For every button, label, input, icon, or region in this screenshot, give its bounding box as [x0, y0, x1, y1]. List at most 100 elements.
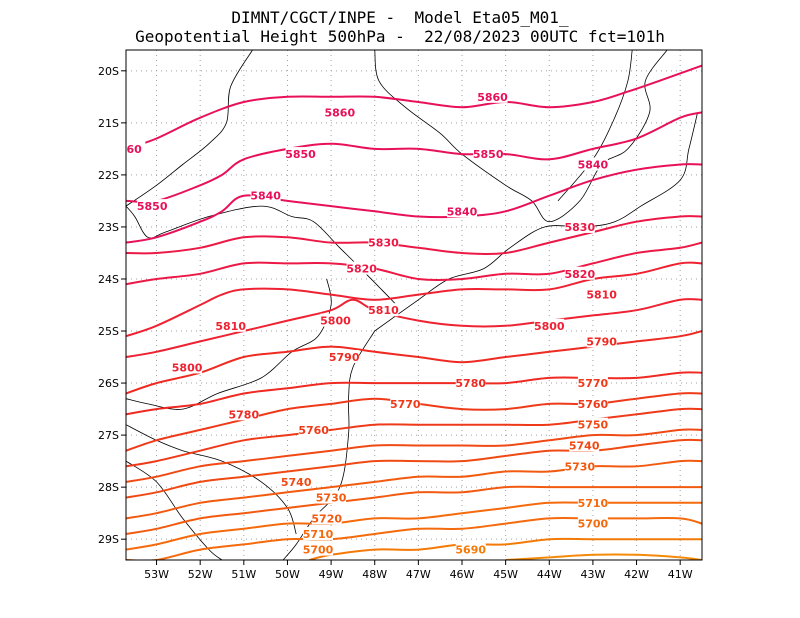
boundary-line	[126, 460, 223, 560]
contour-5680	[505, 553, 702, 560]
y-tick-label: 27S	[98, 429, 119, 442]
contour-label-bg	[311, 511, 342, 525]
x-tick-label: 51W	[231, 568, 256, 581]
x-tick-label: 49W	[319, 568, 344, 581]
contour-5820	[126, 241, 702, 286]
contour-label: 5750	[578, 419, 609, 432]
contour-5850	[126, 111, 702, 204]
contour-label-bg	[281, 474, 312, 488]
x-tick-label: 47W	[406, 568, 431, 581]
contour-label: 5860	[477, 91, 508, 104]
contour-label-bg	[250, 188, 281, 202]
x-tick-label: 44W	[537, 568, 562, 581]
contour-5840	[126, 163, 702, 244]
contour-label: 5840	[250, 190, 281, 203]
x-tick-label: 46W	[450, 568, 475, 581]
boundary-line	[126, 205, 397, 306]
contour-label-bg	[586, 334, 617, 348]
contour-label-bg	[577, 396, 608, 410]
chart-title-line-2: Geopotential Height 500hPa - 22/08/2023 …	[135, 27, 665, 46]
contour-label-bg	[577, 516, 608, 530]
contour-label: 5830	[368, 237, 399, 250]
contour-label: 5810	[368, 304, 399, 317]
contour-label: 5700	[303, 544, 334, 557]
contour-label: 5710	[578, 497, 609, 510]
x-tick-label: 50W	[275, 568, 300, 581]
contour-label: 860	[119, 143, 142, 156]
y-tick-label: 22S	[98, 169, 119, 182]
contour-label: 5740	[281, 476, 312, 489]
contour-label-bg	[564, 459, 595, 473]
boundary-line	[374, 50, 668, 223]
contour-label-bg	[228, 407, 259, 421]
contour-label: 5850	[473, 148, 504, 161]
chart-title-line-1: DIMNT/CGCT/INPE - Model Eta05_M01_	[231, 8, 569, 27]
contour-label-bg	[215, 318, 246, 332]
x-tick-label: 53W	[144, 568, 169, 581]
contour-label: 5790	[329, 351, 360, 364]
contour-label-bg	[586, 287, 617, 301]
contour-label-bg	[564, 219, 595, 233]
contour-label-bg	[298, 422, 329, 436]
x-tick-label: 41W	[668, 568, 693, 581]
y-tick-label: 20S	[98, 65, 119, 78]
contour-label: 5840	[447, 205, 478, 218]
y-tick-label: 26S	[98, 377, 119, 390]
contour-lines	[126, 64, 702, 560]
contour-labels: 5860 5860 860 5850 5850 5850 5840 5840 5840 5830 5…	[119, 89, 617, 557]
boundary-line	[557, 50, 633, 202]
contour-5700	[126, 517, 702, 560]
contour-label-bg	[346, 261, 377, 275]
contour-label-bg	[172, 360, 203, 374]
contour-label-bg	[455, 542, 486, 556]
y-tick-label: 21S	[98, 117, 119, 130]
contour-label-bg	[577, 157, 608, 171]
contour-label: 5800	[320, 315, 351, 328]
contour-label-bg	[316, 490, 347, 504]
contour-label-bg	[285, 147, 316, 161]
x-tick-label: 45W	[493, 568, 518, 581]
contour-label-bg	[368, 235, 399, 249]
contour-label-bg	[329, 350, 360, 364]
contour-label: 5730	[565, 460, 596, 473]
contour-label-bg	[324, 105, 355, 119]
contour-label: 5830	[565, 221, 596, 234]
contour-label: 5700	[578, 518, 609, 531]
contour-5710	[126, 501, 702, 551]
contour-5750	[126, 428, 702, 483]
contour-label: 5710	[303, 528, 334, 541]
contour-label: 5760	[298, 424, 329, 437]
contour-label-bg	[320, 313, 351, 327]
contour-label-bg	[569, 438, 600, 452]
plot-area	[126, 50, 702, 560]
contour-label: 5850	[137, 200, 168, 213]
x-tick-label: 52W	[188, 568, 213, 581]
y-tick-label: 23S	[98, 221, 119, 234]
contour-5720	[126, 485, 702, 535]
contour-label: 5780	[229, 408, 260, 421]
contour-label-bg	[137, 199, 168, 213]
contour-label-bg	[303, 526, 333, 540]
contour-label: 5770	[390, 398, 421, 411]
contour-5860	[126, 64, 702, 150]
contour-label: 5780	[455, 377, 486, 390]
contour-label: 5760	[578, 398, 609, 411]
contour-label: 5850	[285, 148, 316, 161]
contour-5810	[126, 261, 702, 338]
boundary-line	[282, 330, 376, 560]
contour-label-bg	[534, 318, 565, 332]
contour-label-bg	[303, 542, 333, 556]
contour-label-bg	[390, 396, 421, 410]
y-tick-label: 29S	[98, 533, 119, 546]
contour-label: 5790	[586, 335, 617, 348]
y-tick-label: 25S	[98, 325, 119, 338]
y-tick-label: 24S	[98, 273, 119, 286]
contour-label: 5720	[311, 512, 342, 525]
contour-label-bg	[577, 495, 608, 509]
contour-label-bg	[577, 417, 608, 431]
contour-label: 5840	[578, 158, 609, 171]
contour-label-bg	[564, 266, 595, 280]
contour-label: 5810	[586, 289, 617, 302]
contour-5780	[126, 371, 702, 416]
plot-frame	[125, 49, 703, 561]
